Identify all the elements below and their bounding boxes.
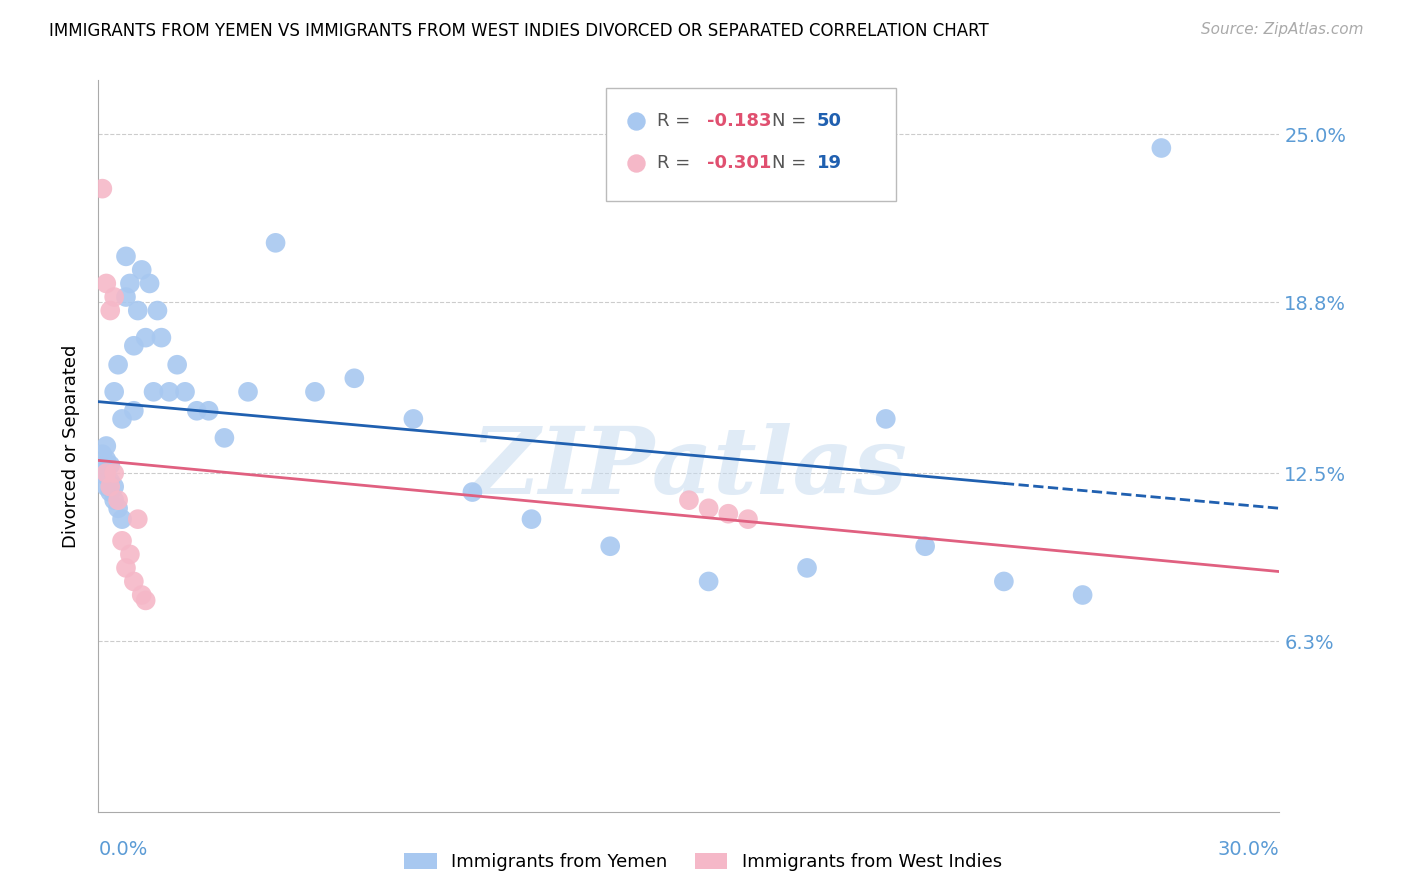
Point: [91, 181, 114, 195]
Point: [96, 468, 118, 483]
Point: [461, 485, 484, 500]
Point: [150, 331, 173, 345]
Text: 19: 19: [817, 154, 842, 172]
Point: [520, 512, 543, 526]
Point: [103, 290, 125, 304]
Point: [103, 493, 125, 508]
Point: [122, 404, 145, 418]
Text: R =: R =: [657, 112, 696, 129]
Text: IMMIGRANTS FROM YEMEN VS IMMIGRANTS FROM WEST INDIES DIVORCED OR SEPARATED CORRE: IMMIGRANTS FROM YEMEN VS IMMIGRANTS FROM…: [49, 22, 988, 40]
Point: [111, 412, 134, 426]
Point: [127, 303, 149, 318]
Point: [115, 290, 138, 304]
Point: [131, 263, 153, 277]
Point: [1071, 588, 1094, 602]
Point: [103, 480, 125, 494]
Point: [118, 277, 141, 291]
Point: [135, 593, 157, 607]
Point: [96, 466, 118, 480]
Point: [796, 561, 818, 575]
Point: [98, 480, 121, 494]
Point: [96, 277, 118, 291]
Point: [135, 331, 157, 345]
Point: [127, 512, 149, 526]
Point: [717, 507, 740, 521]
Point: [264, 235, 287, 250]
Point: [91, 466, 114, 480]
Text: 30.0%: 30.0%: [1218, 839, 1279, 858]
Text: N =: N =: [772, 112, 811, 129]
Point: [115, 249, 138, 263]
Text: -0.183: -0.183: [707, 112, 770, 129]
Point: [91, 458, 114, 472]
Text: -0.301: -0.301: [707, 154, 770, 172]
Text: R =: R =: [657, 154, 696, 172]
Point: [146, 303, 169, 318]
FancyBboxPatch shape: [606, 87, 896, 201]
Point: [115, 561, 138, 575]
Point: [697, 574, 720, 589]
Point: [96, 452, 118, 467]
Point: [98, 303, 121, 318]
Legend: Immigrants from Yemen, Immigrants from West Indies: Immigrants from Yemen, Immigrants from W…: [396, 846, 1010, 879]
Point: [166, 358, 188, 372]
Point: [107, 493, 129, 508]
Point: [96, 480, 118, 494]
Point: [678, 493, 700, 508]
Text: ZIPatlas: ZIPatlas: [471, 423, 907, 513]
Point: [103, 466, 125, 480]
Text: 0.0%: 0.0%: [98, 839, 148, 858]
Point: [343, 371, 366, 385]
Point: [91, 447, 114, 461]
Point: [122, 339, 145, 353]
Point: [103, 384, 125, 399]
Point: [993, 574, 1015, 589]
Y-axis label: Divorced or Separated: Divorced or Separated: [62, 344, 80, 548]
Point: [118, 547, 141, 561]
Point: [1150, 141, 1173, 155]
Point: [174, 384, 197, 399]
Point: [142, 384, 165, 399]
Point: [197, 404, 219, 418]
Text: Source: ZipAtlas.com: Source: ZipAtlas.com: [1201, 22, 1364, 37]
Point: [111, 533, 134, 548]
Point: [138, 277, 160, 291]
Point: [96, 439, 118, 453]
Point: [122, 574, 145, 589]
Point: [131, 588, 153, 602]
Point: [98, 474, 121, 488]
Point: [697, 501, 720, 516]
Point: [214, 431, 236, 445]
Point: [236, 384, 259, 399]
Point: [186, 404, 208, 418]
Text: 50: 50: [817, 112, 842, 129]
Point: [599, 539, 621, 553]
Point: [107, 501, 129, 516]
Point: [111, 512, 134, 526]
Point: [875, 412, 897, 426]
Point: [98, 458, 121, 472]
Point: [157, 384, 180, 399]
Point: [402, 412, 425, 426]
Point: [304, 384, 326, 399]
Point: [107, 358, 129, 372]
Point: [98, 485, 121, 500]
Point: [914, 539, 936, 553]
Point: [737, 512, 759, 526]
Text: N =: N =: [772, 154, 811, 172]
